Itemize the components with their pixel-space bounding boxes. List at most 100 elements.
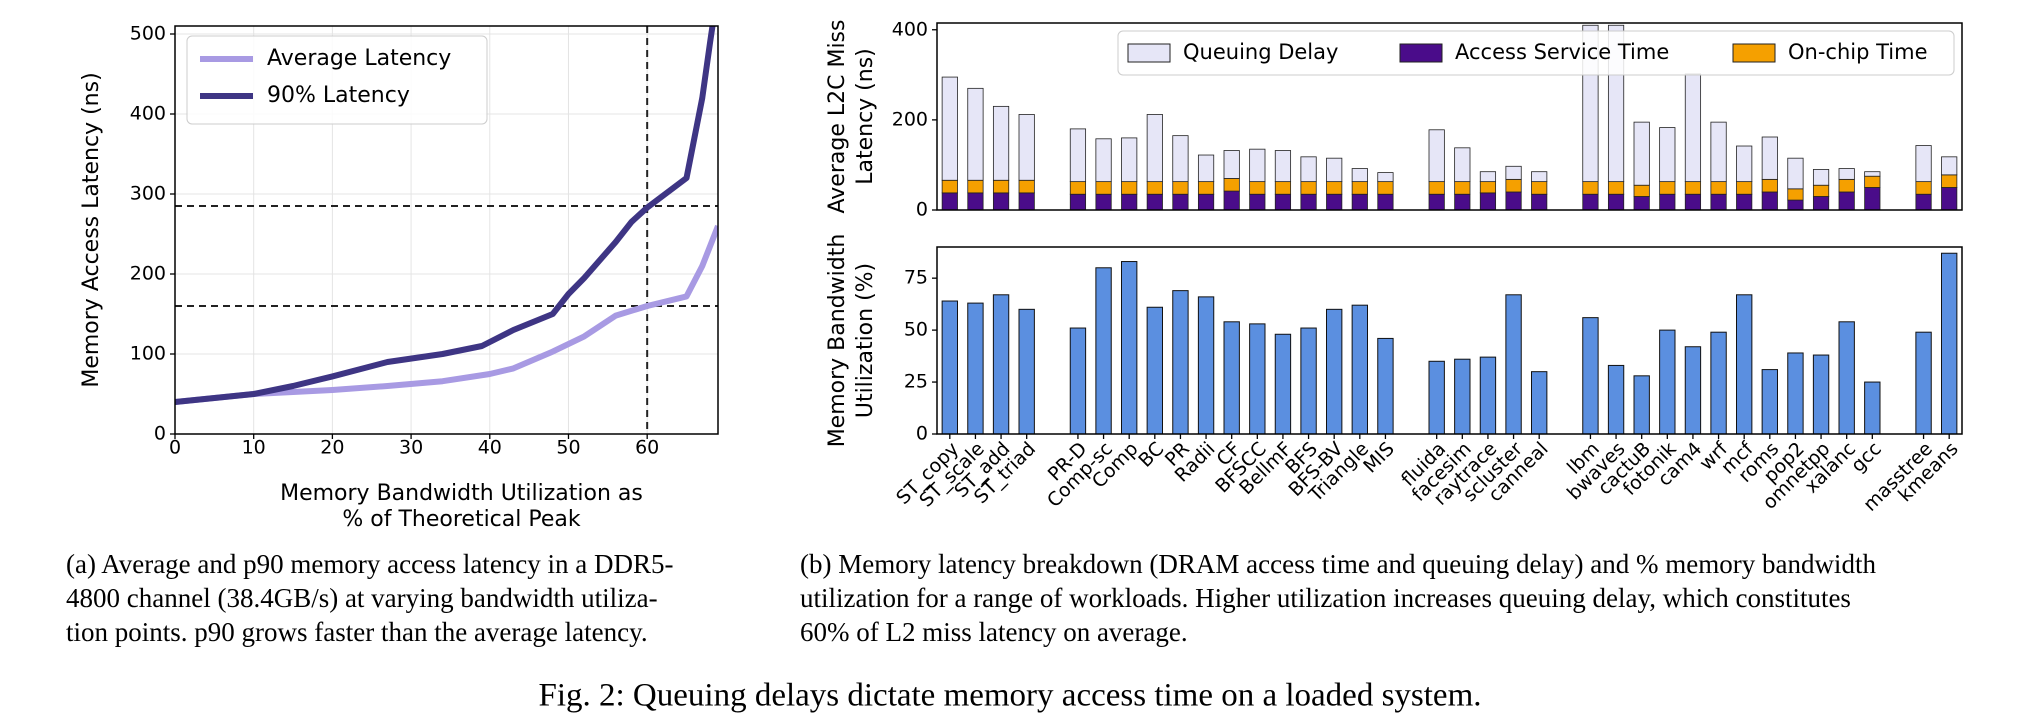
bar-segment: [1607, 193, 1625, 210]
bar-segment: [1787, 157, 1804, 190]
plot-area: [941, 252, 1958, 434]
caption-b: utilization for a range of workloads. Hi…: [800, 583, 1851, 613]
bar-segment: [1812, 184, 1830, 197]
x-tick-label: MIS: [1359, 438, 1399, 478]
bar-segment: [1172, 135, 1189, 183]
bar-segment: [1684, 181, 1702, 195]
legend-label: Average Latency: [267, 46, 451, 71]
bar-segment: [1274, 150, 1292, 183]
y-tick-label: 0: [916, 199, 928, 221]
bar-segment: [1736, 181, 1753, 195]
y-axis-label: Memory Access Latency (ns): [79, 72, 104, 387]
x-tick-label: 50: [556, 437, 580, 459]
bar-segment: [1864, 171, 1881, 177]
bar-segment: [941, 192, 958, 210]
plot-area: [941, 24, 1958, 210]
bar: [967, 302, 984, 434]
bar: [1018, 308, 1035, 434]
bar: [1223, 321, 1240, 434]
x-tick-label: gcc: [1847, 438, 1886, 477]
bar: [1351, 304, 1368, 434]
bar: [1607, 364, 1625, 434]
bar: [1069, 327, 1087, 434]
bar-segment: [1121, 193, 1138, 210]
bar: [1838, 321, 1855, 434]
legend-swatch: [1732, 43, 1776, 63]
bar-segment: [1761, 178, 1778, 193]
bar-segment: [1095, 138, 1112, 183]
bar-segment: [1018, 114, 1035, 181]
bar-segment: [1197, 154, 1215, 183]
y-tick-label: 100: [130, 343, 166, 365]
bar: [1326, 308, 1343, 434]
bar-segment: [1505, 178, 1522, 193]
bar-segment: [967, 192, 984, 210]
bar-segment: [1274, 181, 1292, 195]
bar-segment: [1454, 193, 1471, 210]
bar-segment: [1454, 147, 1471, 183]
x-tick-label: 10: [242, 437, 266, 459]
bar-segment: [1659, 127, 1676, 183]
bar-segment: [1633, 196, 1650, 210]
bar-segment: [1146, 181, 1163, 195]
bar-segment: [1582, 181, 1599, 195]
bar-segment: [1454, 181, 1471, 195]
bar-segment: [1838, 178, 1855, 193]
bar-segment: [1479, 171, 1497, 183]
bar-segment: [1018, 179, 1035, 194]
bar-segment: [1121, 137, 1138, 183]
bar-segment: [1351, 193, 1368, 210]
bar-segment: [992, 105, 1010, 181]
bar-segment: [1095, 181, 1112, 195]
bar-segment: [1428, 193, 1445, 210]
legend-label: On-chip Time: [1788, 40, 1928, 64]
bar-segment: [1121, 181, 1138, 195]
bar-segment: [1684, 73, 1702, 183]
caption-b: 60% of L2 miss latency on average.: [800, 617, 1188, 647]
y-tick-label: 50: [904, 319, 928, 341]
legend-label: Queuing Delay: [1183, 40, 1338, 64]
bar-segment: [941, 179, 958, 194]
bar-segment: [1505, 165, 1522, 180]
bar-segment: [1659, 181, 1676, 195]
bar-segment: [1069, 181, 1087, 195]
caption-a: 4800 channel (38.4GB/s) at varying bandw…: [66, 583, 658, 613]
y-axis-label: Latency (ns): [853, 48, 878, 185]
axes-frame: [936, 246, 1963, 435]
bar: [1915, 331, 1932, 434]
bar: [1197, 296, 1215, 434]
bar-segment: [967, 179, 984, 194]
caption-b: (b) Memory latency breakdown (DRAM acces…: [800, 549, 1876, 579]
bar-segment: [1710, 121, 1727, 183]
bar-segment: [1812, 196, 1830, 210]
y-axis-label: Average L2C Miss: [825, 20, 850, 214]
legend-label: 90% Latency: [267, 83, 410, 108]
x-tick-label: 30: [399, 437, 423, 459]
bar-segment: [1274, 193, 1292, 210]
bar-segment: [1531, 193, 1548, 210]
bar: [1505, 294, 1522, 434]
y-tick-label: 400: [892, 18, 928, 40]
bar: [1274, 333, 1292, 434]
y-tick-label: 200: [892, 108, 928, 130]
bar: [1941, 252, 1958, 434]
bar-segment: [1787, 199, 1804, 210]
line-series: [175, 224, 718, 405]
bar: [1633, 375, 1650, 434]
bar-segment: [1069, 128, 1087, 183]
bar: [1095, 267, 1112, 434]
bar: [1454, 358, 1471, 434]
bar: [1659, 329, 1676, 434]
bar-segment: [1684, 193, 1702, 210]
y-tick-label: 25: [904, 371, 928, 393]
y-tick-label: 500: [130, 23, 166, 45]
y-tick-label: 200: [130, 263, 166, 285]
bar-segment: [1582, 193, 1599, 210]
bar: [1300, 327, 1317, 434]
bar: [1121, 261, 1138, 434]
bar-segment: [1736, 145, 1753, 183]
legend-box: [186, 35, 488, 125]
bar-segment: [992, 179, 1010, 194]
bar-segment: [1864, 187, 1881, 210]
bar-segment: [1428, 129, 1445, 183]
